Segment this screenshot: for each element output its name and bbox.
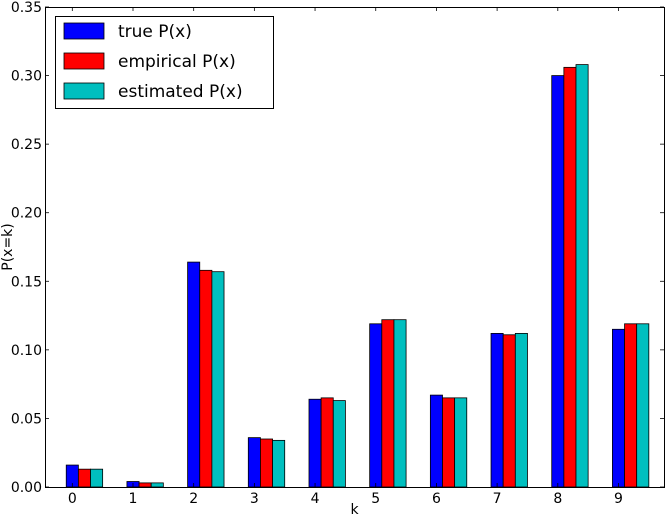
bar-estimated-7	[514, 332, 528, 488]
bar-empirical-8	[563, 66, 577, 488]
bar-true-4	[308, 398, 322, 488]
bar-true-7	[490, 332, 504, 488]
bar-estimated-6	[454, 397, 468, 488]
x-tick-label: 0	[68, 491, 77, 507]
y-axis-label: P(x=k)	[0, 223, 16, 271]
x-tick-label: 2	[189, 491, 198, 507]
bar-estimated-9	[636, 323, 650, 488]
legend: true P(x) empirical P(x) estimated P(x)	[55, 16, 274, 109]
y-tick-label: 0.10	[11, 343, 42, 359]
bar-true-2	[187, 261, 201, 488]
x-axis-label: k	[350, 502, 359, 515]
bar-empirical-4	[320, 397, 334, 488]
bar-empirical-2	[199, 269, 213, 488]
bar-estimated-5	[393, 319, 407, 488]
bar-empirical-1	[138, 482, 152, 488]
bar-empirical-9	[624, 323, 638, 488]
x-tick-label: 3	[250, 491, 259, 507]
bar-estimated-3	[272, 439, 286, 488]
x-tick-label: 4	[311, 491, 320, 507]
legend-swatch-empirical	[63, 52, 105, 70]
ticks-layer: 0 1 2 3 4 5 6 7 8 9 0.00 0.05 0.10 0.15 0.20 0.25 0.30 0.…	[11, 0, 664, 507]
bar-estimated-1	[150, 482, 164, 488]
y-tick-label: 0.35	[11, 0, 42, 16]
x-tick-label: 1	[129, 491, 138, 507]
y-tick-label: 0.30	[11, 69, 42, 85]
x-tick-label: 7	[493, 491, 502, 507]
x-tick-label: 9	[614, 491, 623, 507]
bar-empirical-7	[502, 334, 516, 488]
y-tick-label: 0.20	[11, 206, 42, 222]
legend-label-empirical: empirical P(x)	[118, 52, 236, 72]
bar-empirical-0	[77, 468, 91, 488]
bar-empirical-6	[442, 397, 456, 488]
bar-estimated-8	[575, 64, 589, 488]
bar-true-5	[369, 323, 383, 488]
plot-frame	[45, 7, 665, 488]
legend-swatch-true	[63, 22, 105, 40]
bar-estimated-4	[332, 400, 346, 488]
bar-empirical-5	[381, 319, 395, 488]
legend-label-true: true P(x)	[118, 22, 192, 42]
bar-true-3	[247, 437, 261, 488]
x-tick-label: 8	[553, 491, 562, 507]
y-tick-label: 0.05	[11, 411, 42, 427]
y-tick-label: 0.25	[11, 137, 42, 153]
x-tick-label: 6	[432, 491, 441, 507]
bar-true-8	[551, 75, 565, 488]
y-tick-label: 0.15	[11, 274, 42, 290]
x-tick-label: 5	[371, 491, 380, 507]
bar-true-9	[612, 328, 625, 488]
bar-empirical-3	[260, 438, 273, 488]
legend-label-estimated: estimated P(x)	[118, 82, 243, 102]
bar-estimated-2	[211, 271, 225, 488]
bar-true-6	[429, 394, 443, 488]
y-tick-label: 0.00	[11, 480, 42, 496]
legend-swatch-estimated	[63, 82, 105, 100]
legend-items: true P(x) empirical P(x) estimated P(x)	[63, 22, 243, 102]
bars-layer	[65, 64, 650, 488]
bar-estimated-0	[90, 468, 104, 488]
